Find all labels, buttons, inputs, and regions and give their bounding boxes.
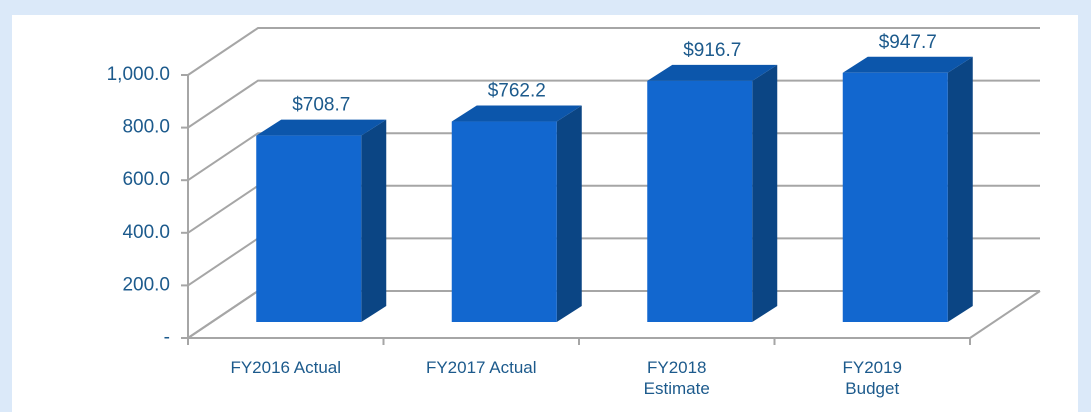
bar: [647, 64, 778, 322]
bar-front: [256, 135, 362, 322]
y-tick-label: 400.0: [122, 222, 170, 243]
bar-top: [451, 105, 582, 122]
bar-side: [556, 105, 582, 322]
y-tick-label: -: [164, 327, 170, 348]
value-label: $947.7: [879, 32, 937, 53]
grid-line: [187, 132, 1040, 182]
bar-side: [361, 119, 387, 322]
bar-top: [647, 64, 778, 81]
bar-front: [842, 72, 948, 322]
bar-top: [842, 56, 973, 73]
grid-line: [187, 27, 1040, 76]
value-label: $762.2: [488, 81, 546, 102]
bar-side: [752, 64, 778, 322]
y-tick-label: 800.0: [122, 117, 170, 138]
bar-side: [947, 56, 973, 322]
floor-right: [969, 290, 1041, 339]
x-tick-label: FY2019 Budget: [842, 358, 903, 398]
bar-front: [647, 80, 753, 322]
bar-top: [256, 119, 387, 136]
bar: [842, 56, 973, 322]
value-label: $916.7: [683, 40, 741, 61]
value-label: $708.7: [292, 95, 350, 116]
y-tick-label: 1,000.0: [107, 64, 170, 85]
bar-front: [451, 121, 557, 322]
grid-line: [187, 79, 1040, 129]
y-tick-label: 600.0: [122, 169, 170, 190]
y-tick-label: 200.0: [122, 274, 170, 295]
x-tick-label: FY2016 Actual: [230, 358, 342, 377]
bar: [256, 119, 387, 322]
x-tick-label: FY2018 Estimate: [643, 358, 710, 398]
bar: [451, 105, 582, 322]
x-tick-label: FY2017 Actual: [425, 358, 537, 377]
